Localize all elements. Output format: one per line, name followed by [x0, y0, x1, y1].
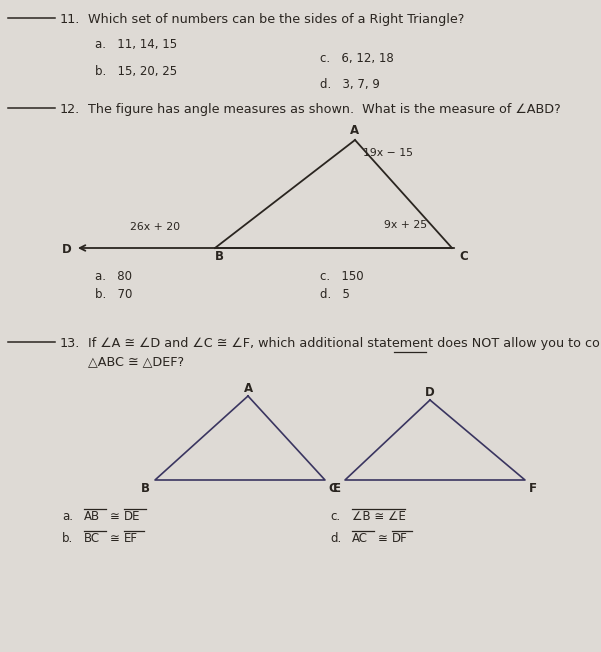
Text: 13.: 13.: [60, 337, 81, 350]
Text: The figure has angle measures as shown.  What is the measure of ∠ABD?: The figure has angle measures as shown. …: [88, 103, 561, 116]
Text: a.: a.: [62, 510, 73, 523]
Text: B: B: [141, 482, 150, 495]
Text: d.: d.: [330, 532, 341, 545]
Text: ≅: ≅: [110, 510, 120, 523]
Text: c.: c.: [330, 510, 340, 523]
Text: b.: b.: [62, 532, 73, 545]
Text: AB: AB: [84, 510, 100, 523]
Text: DF: DF: [392, 532, 407, 545]
Text: c.   6, 12, 18: c. 6, 12, 18: [320, 52, 394, 65]
Text: a.   80: a. 80: [95, 270, 132, 283]
Text: ≅: ≅: [110, 532, 120, 545]
Text: 9x + 25: 9x + 25: [384, 220, 427, 230]
Text: 11.: 11.: [60, 13, 81, 26]
Text: C: C: [460, 250, 468, 263]
Text: 12.: 12.: [60, 103, 81, 116]
Text: Which set of numbers can be the sides of a Right Triangle?: Which set of numbers can be the sides of…: [88, 13, 465, 26]
Text: a.   11, 14, 15: a. 11, 14, 15: [95, 38, 177, 51]
Text: ∠B ≅ ∠E: ∠B ≅ ∠E: [352, 510, 406, 523]
Text: d.   3, 7, 9: d. 3, 7, 9: [320, 78, 380, 91]
Text: D: D: [62, 243, 72, 256]
Text: DE: DE: [124, 510, 141, 523]
Text: 26x + 20: 26x + 20: [130, 222, 180, 232]
Text: △ABC ≅ △DEF?: △ABC ≅ △DEF?: [88, 355, 184, 368]
Text: c.   150: c. 150: [320, 270, 364, 283]
Text: B: B: [215, 250, 224, 263]
Text: BC: BC: [84, 532, 100, 545]
Text: b.   15, 20, 25: b. 15, 20, 25: [95, 65, 177, 78]
Text: ≅: ≅: [378, 532, 388, 545]
Text: C: C: [329, 482, 337, 495]
Text: E: E: [333, 482, 341, 495]
Text: A: A: [243, 382, 252, 395]
Text: d.   5: d. 5: [320, 288, 350, 301]
Text: AC: AC: [352, 532, 368, 545]
Text: EF: EF: [124, 532, 138, 545]
Text: 19x − 15: 19x − 15: [363, 148, 413, 158]
Text: D: D: [425, 386, 435, 399]
Text: b.   70: b. 70: [95, 288, 132, 301]
Text: A: A: [350, 124, 359, 137]
Text: F: F: [529, 482, 537, 495]
Text: If ∠A ≅ ∠D and ∠C ≅ ∠F, which additional statement does NOT allow you to conclud: If ∠A ≅ ∠D and ∠C ≅ ∠F, which additional…: [88, 337, 601, 350]
